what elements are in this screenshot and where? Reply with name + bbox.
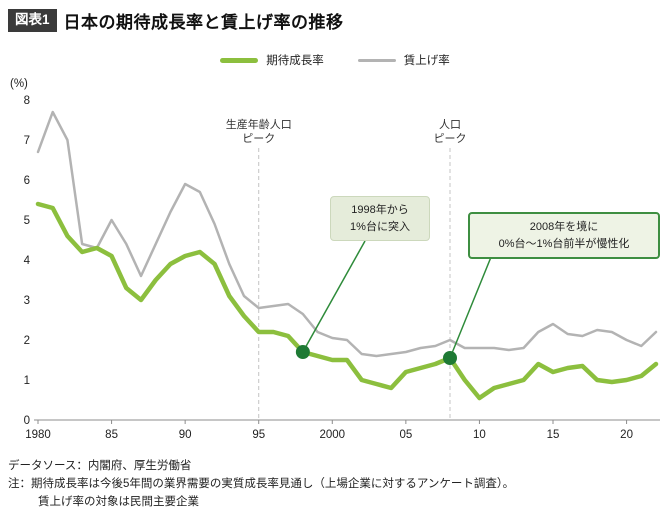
annotation-connector bbox=[302, 240, 366, 353]
legend-item-wage-increase: 賃上げ率 bbox=[357, 52, 450, 68]
annotation-connector bbox=[449, 256, 492, 359]
x-axis-tick-label: 1980 bbox=[25, 429, 51, 441]
annotation-1998: 1998年から 1%台に突入 bbox=[330, 196, 430, 241]
chart-legend: 期待成長率 賃上げ率 bbox=[0, 52, 670, 68]
annotation-line: 1%台に突入 bbox=[350, 220, 410, 233]
peak-vline-label: 人口 bbox=[439, 118, 461, 131]
y-axis-tick-label: 0 bbox=[24, 415, 30, 427]
series-line-期待成長率 bbox=[35, 201, 659, 401]
legend-swatch-green bbox=[220, 57, 259, 63]
line-chart: 生産年齢人口 ピーク 人口 ピーク 1980 85 90 95 2000 05 10 15 20 0 1 2 3… bbox=[0, 92, 670, 460]
y-axis-unit: (%) bbox=[10, 78, 28, 90]
y-axis-tick-label: 7 bbox=[24, 135, 30, 147]
legend-item-expected-growth: 期待成長率 bbox=[220, 52, 324, 68]
x-axis-tick-label: 95 bbox=[252, 429, 265, 441]
peak-vline-label: ピーク bbox=[242, 132, 275, 145]
footer-notes: データソース：内閣府、厚生労働省 注：期待成長率は今後5年間の業界需要の実質成長… bbox=[8, 458, 662, 511]
legend-label: 賃上げ率 bbox=[403, 55, 450, 67]
y-axis-tick-label: 2 bbox=[24, 335, 30, 347]
x-axis-tick-label: 90 bbox=[179, 429, 192, 441]
legend-label: 期待成長率 bbox=[266, 55, 324, 67]
y-axis-tick-label: 1 bbox=[24, 375, 30, 387]
x-axis-tick-label: 20 bbox=[620, 429, 633, 441]
x-axis-tick-label: 2000 bbox=[319, 429, 345, 441]
figure-number-badge: 図表1 bbox=[8, 9, 57, 32]
y-axis-tick-label: 3 bbox=[24, 295, 30, 307]
series-line-賃上げ率 bbox=[36, 110, 658, 358]
x-axis-tick-label: 15 bbox=[547, 429, 560, 441]
peak-vline-label: ピーク bbox=[434, 132, 467, 145]
page-title: 日本の期待成長率と賃上げ率の推移 bbox=[63, 13, 344, 32]
peak-vline-label: 生産年齢人口 bbox=[226, 117, 292, 131]
x-axis-tick-label: 10 bbox=[473, 429, 486, 441]
data-source-note: データソース：内閣府、厚生労働省 bbox=[8, 460, 192, 472]
y-axis-tick-label: 8 bbox=[24, 95, 30, 107]
y-axis-tick-label: 4 bbox=[24, 255, 31, 267]
y-axis-tick-label: 5 bbox=[24, 215, 30, 227]
annotation-2008: 2008年を境に 0%台〜1%台前半が慢性化 bbox=[468, 212, 660, 259]
x-axis-tick-label: 85 bbox=[105, 429, 118, 441]
annotation-line: 0%台〜1%台前半が慢性化 bbox=[498, 237, 630, 250]
y-axis-tick-label: 6 bbox=[24, 175, 30, 187]
annotation-line: 2008年を境に bbox=[529, 221, 599, 233]
footnote-1: 注：期待成長率は今後5年間の業界需要の実質成長率見通し（上場企業に対するアンケー… bbox=[8, 477, 515, 490]
legend-swatch-gray bbox=[357, 58, 396, 62]
footnote-2: 賃上げ率の対象は民間主要企業 bbox=[38, 495, 199, 508]
highlight-marker-dot bbox=[295, 345, 310, 359]
figure-header: 図表1 日本の期待成長率と賃上げ率の推移 bbox=[8, 8, 344, 33]
annotation-line: 1998年から bbox=[351, 204, 409, 216]
x-axis-tick-label: 05 bbox=[399, 429, 412, 441]
highlight-marker-dot bbox=[443, 351, 457, 365]
